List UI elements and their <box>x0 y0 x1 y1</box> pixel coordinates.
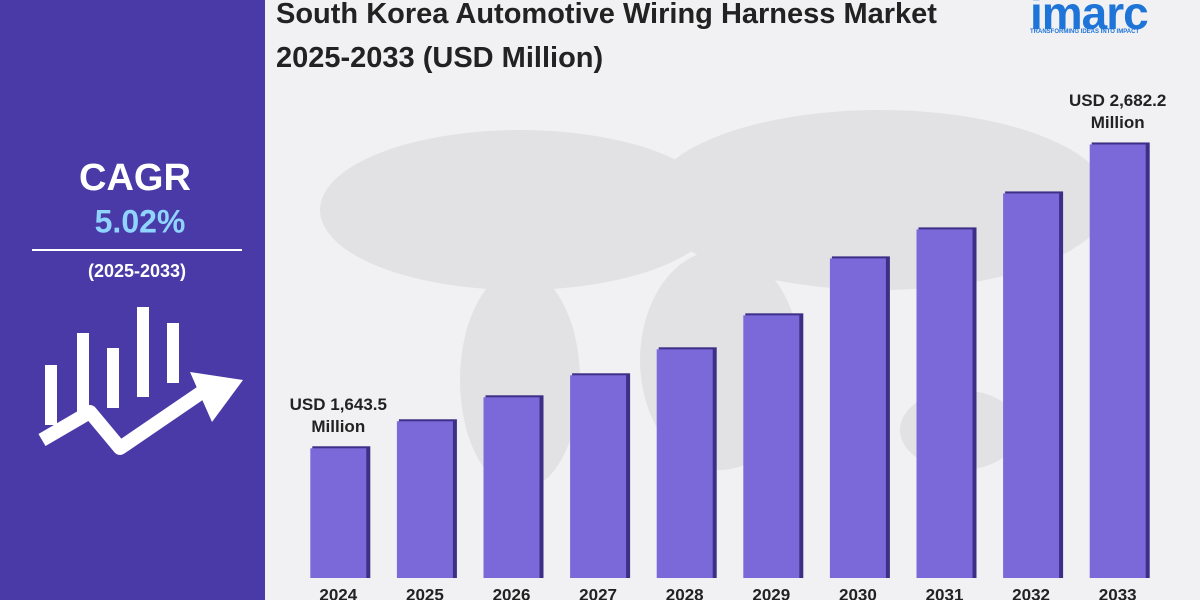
bar <box>829 258 886 578</box>
logo-tagline: TRANSFORMING IDEAS INTO IMPACT <box>1030 29 1140 35</box>
bar <box>743 315 800 578</box>
x-tick-label: 2031 <box>926 585 964 600</box>
value-label: USD 2,682.2 Million <box>1069 91 1167 133</box>
chart-title: South Korea Automotive Wiring Harness Ma… <box>276 0 937 74</box>
bar <box>1089 144 1146 579</box>
cagr-value: 5.02% <box>95 203 186 239</box>
bar <box>310 448 367 578</box>
map-shape <box>650 110 1110 290</box>
bar <box>916 229 973 578</box>
bar <box>656 349 713 578</box>
x-tick-label: 2032 <box>1012 585 1050 600</box>
x-tick-label: 2025 <box>406 585 444 600</box>
growth-icon <box>38 307 243 455</box>
bar <box>1003 193 1060 578</box>
x-tick-label: 2029 <box>752 585 790 600</box>
side-panel <box>0 0 265 600</box>
bar <box>570 375 627 578</box>
x-tick-label: 2033 <box>1099 585 1137 600</box>
cagr-label: CAGR <box>79 157 191 199</box>
x-tick-label: 2024 <box>319 585 357 600</box>
x-tick-label: 2026 <box>493 585 531 600</box>
x-tick-label: 2027 <box>579 585 617 600</box>
x-tick-label: 2030 <box>839 585 877 600</box>
logo: imarc <box>1030 0 1149 39</box>
x-tick-label: 2028 <box>666 585 704 600</box>
cagr-period: (2025-2033) <box>88 261 186 281</box>
bar <box>396 421 453 578</box>
value-label: USD 1,643.5 Million <box>289 395 387 437</box>
map-shape <box>320 130 720 290</box>
bar <box>483 397 540 578</box>
